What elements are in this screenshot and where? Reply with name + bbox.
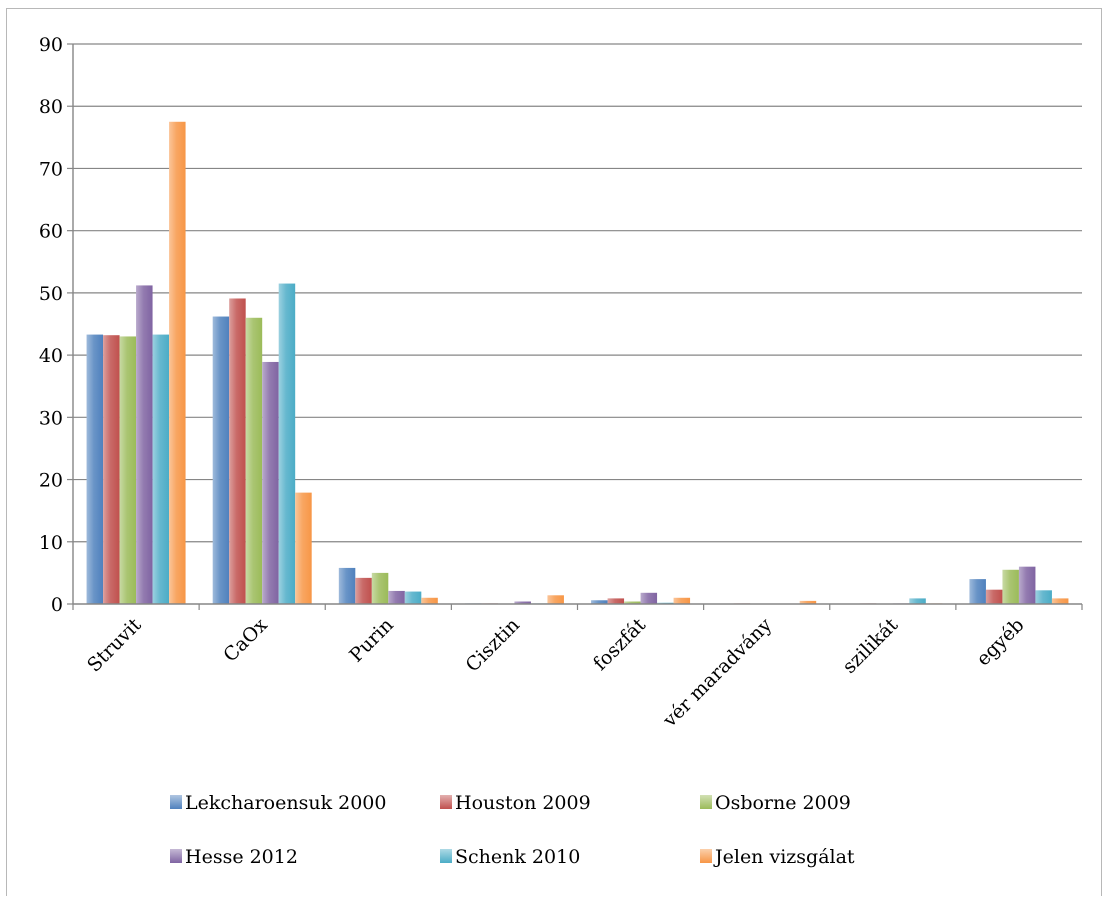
bar-foszfát-2 [624,601,641,604]
bar-egyéb-2 [1002,569,1019,604]
bar-egyéb-4 [1035,590,1052,604]
legend-swatch-3 [170,849,182,863]
bar-CaOx-4 [278,283,296,604]
y-tick-label-10: 10 [39,532,63,554]
bar-Purin-0 [338,567,356,604]
bar-Struvit-5 [169,121,186,605]
bar-Cisztin-3 [514,601,531,604]
bar-foszfát-5 [673,597,691,604]
legend-label-5: Jelen vizsgálat [713,846,855,868]
y-axis-ticks: 0 10 20 30 40 50 60 70 80 90 [39,34,73,616]
legend-label-1: Houston 2009 [455,792,591,814]
bar-CaOx-0 [212,316,230,604]
x-axis-categories: Struvit CaOx Purin Cisztin foszfát vér maradv… [83,614,1028,732]
bar-CaOx-1 [229,298,246,604]
bar-Struvit-0 [86,334,104,604]
y-tick-label-80: 80 [39,96,63,118]
bar-Cisztin-5 [547,595,564,604]
bar-Purin-4 [404,591,422,604]
bar-foszfát-0 [591,600,608,604]
x-category-label-7: egyéb [972,614,1028,670]
legend-label-0: Lekcharoensuk 2000 [185,792,386,814]
y-tick-label-20: 20 [39,470,63,492]
y-tick-label-40: 40 [39,345,63,367]
legend-swatch-5 [700,849,712,863]
x-category-label-3: Cisztin [462,614,524,676]
y-tick-label-70: 70 [39,158,63,180]
legend-swatch-1 [440,795,452,809]
x-category-label-4: foszfát [589,614,650,675]
y-tick-label-50: 50 [39,283,63,305]
legend-swatch-2 [700,795,712,809]
bar-Purin-1 [355,577,372,604]
bar-Purin-3 [388,590,405,604]
legend-swatch-4 [440,849,452,863]
x-category-label-2: Purin [345,614,398,667]
bar-Struvit-3 [136,285,153,604]
bar-Struvit-2 [119,336,137,604]
bar-egyéb-3 [1018,566,1036,604]
y-tick-label-0: 0 [51,594,63,616]
chart-frame [6,8,1102,896]
y-tick-label-90: 90 [39,34,63,56]
bar-Purin-5 [421,597,438,604]
legend: Lekcharoensuk 2000 Houston 2009 Osborne 20… [170,792,855,868]
legend-swatch-0 [170,795,182,809]
x-category-label-1: CaOx [219,614,272,667]
bar-CaOx-3 [262,361,279,604]
legend-label-2: Osborne 2009 [715,792,851,814]
bar-foszfát-3 [640,592,658,604]
bar-Struvit-4 [152,334,170,604]
bar-CaOx-2 [245,317,263,604]
bar-egyéb-1 [985,589,1003,604]
y-tick-label-30: 30 [39,407,63,429]
x-category-label-0: Struvit [83,614,146,677]
bar-foszfát-1 [607,598,625,604]
x-category-label-5: vér maradvány [658,614,776,732]
bars [86,121,1069,605]
legend-label-3: Hesse 2012 [185,846,298,868]
x-category-label-6: szilikát [838,614,902,678]
axes [72,44,1083,610]
bar-Struvit-1 [103,335,120,604]
y-tick-label-60: 60 [39,221,63,243]
bar-szilikát-4 [909,598,926,604]
bar-egyéb-0 [969,579,986,604]
bar-CaOx-5 [295,492,312,604]
bar-egyéb-5 [1051,598,1069,604]
bar-vér-maradvány-5 [799,600,817,604]
bar-Purin-2 [371,572,389,604]
legend-label-4: Schenk 2010 [455,846,580,868]
